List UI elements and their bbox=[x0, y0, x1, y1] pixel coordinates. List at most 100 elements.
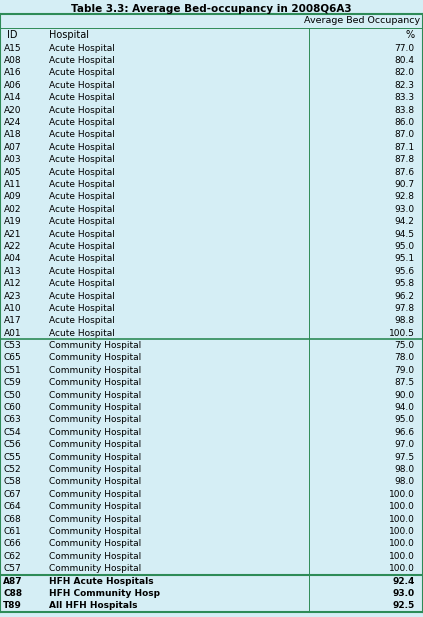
Text: 100.0: 100.0 bbox=[389, 515, 415, 524]
Text: 100.0: 100.0 bbox=[389, 502, 415, 511]
Text: 96.2: 96.2 bbox=[395, 291, 415, 300]
Bar bbox=[0, 376, 423, 389]
Text: C56: C56 bbox=[4, 441, 22, 449]
Text: Acute Hospital: Acute Hospital bbox=[49, 279, 115, 288]
Text: 77.0: 77.0 bbox=[394, 44, 415, 52]
Text: 75.0: 75.0 bbox=[394, 341, 415, 350]
Text: Acute Hospital: Acute Hospital bbox=[49, 317, 115, 325]
Text: 82.0: 82.0 bbox=[395, 68, 415, 78]
Bar bbox=[0, 600, 423, 612]
Bar bbox=[0, 476, 423, 488]
Text: 87.5: 87.5 bbox=[394, 378, 415, 387]
Text: A12: A12 bbox=[4, 279, 22, 288]
Text: Acute Hospital: Acute Hospital bbox=[49, 56, 115, 65]
Text: Acute Hospital: Acute Hospital bbox=[49, 143, 115, 152]
Text: 100.5: 100.5 bbox=[389, 329, 415, 337]
Text: 90.0: 90.0 bbox=[394, 391, 415, 400]
Text: Acute Hospital: Acute Hospital bbox=[49, 106, 115, 115]
Text: A16: A16 bbox=[4, 68, 22, 78]
Text: 87.8: 87.8 bbox=[394, 155, 415, 164]
Text: A05: A05 bbox=[4, 168, 22, 176]
Text: Community Hospital: Community Hospital bbox=[49, 453, 141, 462]
Text: HFH Community Hosp: HFH Community Hosp bbox=[49, 589, 159, 598]
Text: A20: A20 bbox=[4, 106, 22, 115]
Bar bbox=[0, 129, 423, 141]
Text: Acute Hospital: Acute Hospital bbox=[49, 44, 115, 52]
Text: 98.0: 98.0 bbox=[394, 465, 415, 474]
Text: Community Hospital: Community Hospital bbox=[49, 490, 141, 499]
Text: 97.5: 97.5 bbox=[394, 453, 415, 462]
Bar bbox=[0, 14, 423, 28]
Bar bbox=[0, 402, 423, 414]
Text: C66: C66 bbox=[4, 539, 22, 549]
Text: 100.0: 100.0 bbox=[389, 490, 415, 499]
Text: Acute Hospital: Acute Hospital bbox=[49, 267, 115, 276]
Text: A87: A87 bbox=[3, 576, 22, 586]
Text: A09: A09 bbox=[4, 193, 22, 201]
Bar bbox=[0, 278, 423, 290]
Text: Acute Hospital: Acute Hospital bbox=[49, 291, 115, 300]
Bar bbox=[0, 315, 423, 327]
Bar bbox=[0, 327, 423, 339]
Text: Community Hospital: Community Hospital bbox=[49, 378, 141, 387]
Bar bbox=[0, 426, 423, 439]
Text: 78.0: 78.0 bbox=[394, 354, 415, 362]
Text: A07: A07 bbox=[4, 143, 22, 152]
Text: C64: C64 bbox=[4, 502, 22, 511]
Bar bbox=[0, 290, 423, 302]
Bar bbox=[0, 575, 423, 587]
Text: A23: A23 bbox=[4, 291, 22, 300]
Text: C54: C54 bbox=[4, 428, 22, 437]
Bar bbox=[0, 141, 423, 154]
Text: 83.3: 83.3 bbox=[394, 93, 415, 102]
Text: Community Hospital: Community Hospital bbox=[49, 415, 141, 424]
Text: C65: C65 bbox=[4, 354, 22, 362]
Text: Acute Hospital: Acute Hospital bbox=[49, 193, 115, 201]
Text: C88: C88 bbox=[3, 589, 22, 598]
Bar bbox=[0, 166, 423, 178]
Text: 82.3: 82.3 bbox=[395, 81, 415, 90]
Text: All HFH Hospitals: All HFH Hospitals bbox=[49, 602, 137, 610]
Text: A03: A03 bbox=[4, 155, 22, 164]
Text: Acute Hospital: Acute Hospital bbox=[49, 168, 115, 176]
Text: C67: C67 bbox=[4, 490, 22, 499]
Bar bbox=[0, 117, 423, 129]
Text: Community Hospital: Community Hospital bbox=[49, 552, 141, 561]
Text: A02: A02 bbox=[4, 205, 22, 213]
Text: C62: C62 bbox=[4, 552, 22, 561]
Bar bbox=[0, 203, 423, 215]
Text: Community Hospital: Community Hospital bbox=[49, 502, 141, 511]
Text: A18: A18 bbox=[4, 130, 22, 139]
Text: 92.4: 92.4 bbox=[392, 576, 415, 586]
Text: 98.8: 98.8 bbox=[394, 317, 415, 325]
Text: Acute Hospital: Acute Hospital bbox=[49, 254, 115, 263]
Bar bbox=[0, 587, 423, 600]
Text: Hospital: Hospital bbox=[49, 30, 89, 40]
Text: 87.6: 87.6 bbox=[394, 168, 415, 176]
Bar bbox=[0, 525, 423, 537]
Bar bbox=[0, 252, 423, 265]
Text: 92.5: 92.5 bbox=[392, 602, 415, 610]
Text: Acute Hospital: Acute Hospital bbox=[49, 155, 115, 164]
Text: A13: A13 bbox=[4, 267, 22, 276]
Text: 100.0: 100.0 bbox=[389, 527, 415, 536]
Text: C52: C52 bbox=[4, 465, 22, 474]
Bar bbox=[0, 240, 423, 252]
Text: A06: A06 bbox=[4, 81, 22, 90]
Bar bbox=[0, 513, 423, 525]
Text: Acute Hospital: Acute Hospital bbox=[49, 304, 115, 313]
Text: A19: A19 bbox=[4, 217, 22, 226]
Text: C63: C63 bbox=[4, 415, 22, 424]
Text: Community Hospital: Community Hospital bbox=[49, 515, 141, 524]
Bar bbox=[0, 42, 423, 54]
Text: 87.1: 87.1 bbox=[394, 143, 415, 152]
Text: Community Hospital: Community Hospital bbox=[49, 527, 141, 536]
Text: Acute Hospital: Acute Hospital bbox=[49, 81, 115, 90]
Text: Acute Hospital: Acute Hospital bbox=[49, 242, 115, 251]
Bar bbox=[0, 79, 423, 91]
Text: C51: C51 bbox=[4, 366, 22, 375]
Text: Community Hospital: Community Hospital bbox=[49, 428, 141, 437]
Bar bbox=[0, 451, 423, 463]
Text: Community Hospital: Community Hospital bbox=[49, 391, 141, 400]
Bar bbox=[0, 215, 423, 228]
